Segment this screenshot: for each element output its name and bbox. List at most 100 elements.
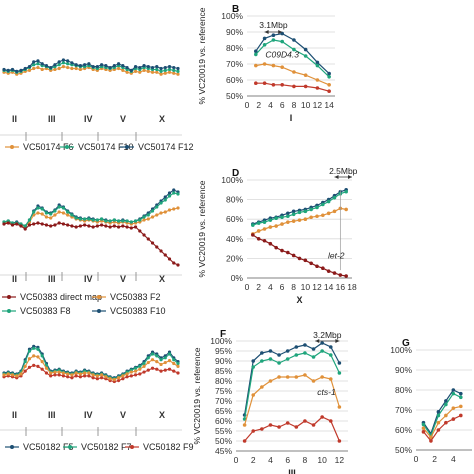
data-point xyxy=(326,269,331,273)
data-point xyxy=(277,361,281,365)
data-point xyxy=(100,217,104,221)
x-axis-label: III xyxy=(288,468,296,474)
data-point xyxy=(104,375,108,379)
data-point xyxy=(57,373,61,377)
data-point xyxy=(125,219,129,223)
data-point xyxy=(167,70,172,74)
panel-letter: F xyxy=(220,329,226,340)
chromosome-label: IV xyxy=(84,274,93,284)
data-point xyxy=(338,273,343,277)
data-point xyxy=(36,206,40,210)
data-point xyxy=(176,361,180,366)
data-point xyxy=(320,341,324,345)
data-point xyxy=(277,375,281,379)
data-point xyxy=(315,60,320,65)
data-point xyxy=(268,379,273,383)
data-point xyxy=(271,63,276,68)
x-tick-label: 4 xyxy=(268,100,273,110)
data-point xyxy=(142,218,146,222)
data-point xyxy=(146,213,150,217)
data-point xyxy=(344,207,348,212)
data-point xyxy=(15,69,19,73)
data-point xyxy=(91,218,95,222)
y-tick-label: 100% xyxy=(210,336,232,346)
chromosome-label: V xyxy=(120,410,126,420)
data-point xyxy=(326,199,331,204)
data-point xyxy=(23,66,27,71)
data-point xyxy=(142,68,146,72)
data-point xyxy=(95,224,99,228)
data-point xyxy=(61,65,66,69)
data-point xyxy=(315,214,319,219)
data-point xyxy=(61,206,66,210)
data-point xyxy=(327,89,331,93)
data-point xyxy=(66,375,70,379)
legend-marker xyxy=(97,309,101,313)
data-point xyxy=(167,367,172,371)
data-point xyxy=(155,205,159,209)
data-point xyxy=(78,67,82,72)
y-tick-label: 80% xyxy=(226,195,243,205)
data-point xyxy=(172,261,176,265)
data-point xyxy=(436,410,441,414)
data-point xyxy=(32,60,36,64)
data-point xyxy=(337,439,342,443)
data-point xyxy=(78,372,82,376)
data-point xyxy=(167,191,172,195)
data-point xyxy=(146,360,150,365)
data-point xyxy=(451,388,456,392)
data-point xyxy=(321,266,325,271)
y-tick-label: 60% xyxy=(226,75,243,85)
data-point xyxy=(100,223,104,227)
data-point xyxy=(332,195,337,200)
data-point xyxy=(91,373,95,377)
data-point xyxy=(91,376,95,380)
data-point xyxy=(142,370,146,374)
data-point xyxy=(100,63,104,67)
data-point xyxy=(311,347,316,351)
data-point xyxy=(277,425,281,429)
data-point xyxy=(337,405,342,409)
data-point xyxy=(150,70,155,74)
data-point xyxy=(294,353,299,357)
data-point xyxy=(6,372,10,376)
data-point xyxy=(19,224,23,228)
chromosome-label: IV xyxy=(84,114,93,124)
x-tick-label: 0 xyxy=(414,454,419,464)
data-point xyxy=(159,362,163,367)
data-point xyxy=(133,373,138,377)
data-point xyxy=(268,218,273,222)
data-point xyxy=(138,65,142,70)
data-point xyxy=(262,81,267,85)
data-point xyxy=(108,219,112,223)
data-point xyxy=(303,73,308,77)
data-point xyxy=(159,369,163,373)
data-point xyxy=(436,428,441,432)
data-point xyxy=(36,355,40,359)
data-point xyxy=(163,368,167,372)
data-point xyxy=(332,271,337,275)
data-point xyxy=(36,62,40,66)
data-point xyxy=(159,72,163,76)
x-tick-label: 4 xyxy=(268,455,273,465)
data-point xyxy=(155,360,159,364)
data-point xyxy=(176,69,180,73)
data-point xyxy=(262,62,267,66)
chromosome-label: V xyxy=(120,114,126,124)
y-tick-label: 75% xyxy=(215,386,232,396)
data-point xyxy=(49,374,53,378)
legend-label: VC50383 F2 xyxy=(110,292,161,302)
data-point xyxy=(167,352,172,356)
data-point xyxy=(459,391,463,396)
x-tick-label: 10 xyxy=(317,455,327,465)
data-point xyxy=(104,219,108,223)
data-point xyxy=(163,65,167,70)
legend-marker xyxy=(7,295,11,299)
data-point xyxy=(66,372,70,376)
data-point xyxy=(291,209,296,214)
data-point xyxy=(125,375,129,379)
y-tick-label: 100% xyxy=(221,11,243,21)
data-point xyxy=(53,370,57,374)
y-tick-label: 95% xyxy=(215,346,232,356)
x-tick-label: 12 xyxy=(335,455,345,465)
